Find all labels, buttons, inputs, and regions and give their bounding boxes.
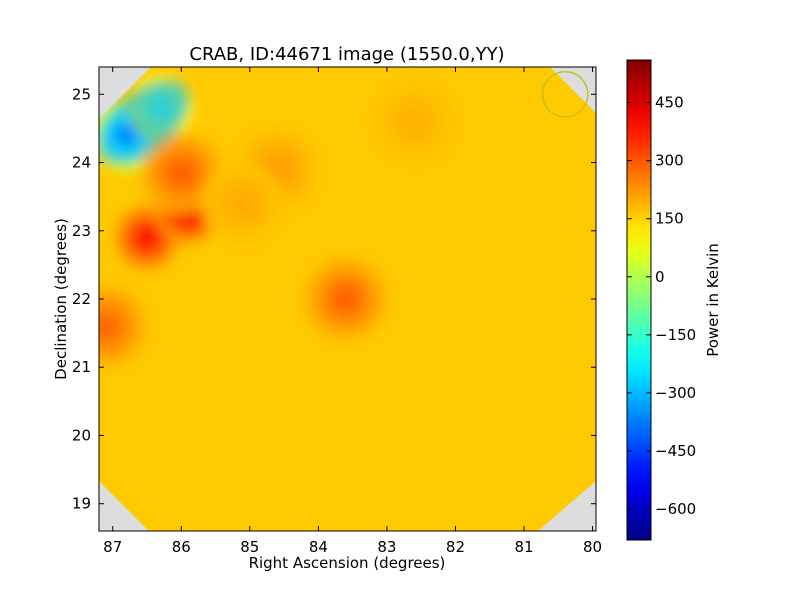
x-axis-label: Right Ascension (degrees) xyxy=(249,554,446,572)
colorbar-tick-label: −450 xyxy=(655,442,696,460)
x-tick-label: 83 xyxy=(377,538,396,556)
heatmap-feature-10 xyxy=(372,79,457,164)
y-axis: 19 20 21 22 23 24 25 xyxy=(72,85,596,513)
y-tick-label: 22 xyxy=(72,290,91,308)
colorbar: −600 −450 −300 −150 0 150 300 450 Power in Kelv… xyxy=(626,59,722,541)
plot-area xyxy=(99,67,596,531)
colorbar-gradient xyxy=(627,60,651,540)
colorbar-tick-label: 300 xyxy=(655,152,684,170)
mask-bottom-left xyxy=(99,481,149,531)
x-tick-label: 82 xyxy=(446,538,465,556)
colorbar-tick-label: −300 xyxy=(655,384,696,402)
chart-title: CRAB, ID:44671 image (1550.0,YY) xyxy=(189,44,504,65)
y-tick-label: 21 xyxy=(72,358,91,376)
heatmap-feature-7 xyxy=(303,257,388,341)
heatmap-feature-9 xyxy=(200,161,285,246)
mask-top-left xyxy=(99,67,151,119)
heatmap-cold-band xyxy=(99,79,190,164)
y-tick-label: 25 xyxy=(72,85,91,103)
x-tick-label: 85 xyxy=(240,538,259,556)
mask-top-right xyxy=(550,67,596,113)
mask-bottom-right xyxy=(538,481,596,531)
colorbar-tick-label: 0 xyxy=(655,268,665,286)
y-tick-label: 24 xyxy=(72,154,91,172)
y-tick-label: 20 xyxy=(72,426,91,444)
y-tick-label: 19 xyxy=(72,495,91,513)
x-tick-label: 87 xyxy=(103,538,122,556)
x-tick-label: 86 xyxy=(172,538,191,556)
x-tick-label: 81 xyxy=(514,538,533,556)
colorbar-label: Power in Kelvin xyxy=(704,243,722,357)
colorbar-tick-label: −600 xyxy=(655,500,696,518)
colorbar-ticks: −600 −450 −300 −150 0 150 300 450 xyxy=(627,94,696,518)
beam-marker xyxy=(541,71,589,118)
heatmap-features xyxy=(99,74,457,369)
y-tick-label: 23 xyxy=(72,222,91,240)
colorbar-tick-label: −150 xyxy=(655,326,696,344)
heatmap-feature-6 xyxy=(99,284,148,369)
colorbar-frame xyxy=(626,59,652,541)
x-axis: 87 86 85 84 83 82 81 80 xyxy=(103,67,602,556)
x-tick-label: 80 xyxy=(583,538,602,556)
colorbar-tick-label: 450 xyxy=(655,94,684,112)
colorbar-tick-label: 150 xyxy=(655,210,684,228)
edge-masks xyxy=(99,67,596,531)
x-tick-label: 84 xyxy=(309,538,328,556)
y-axis-label: Declination (degrees) xyxy=(52,218,70,380)
